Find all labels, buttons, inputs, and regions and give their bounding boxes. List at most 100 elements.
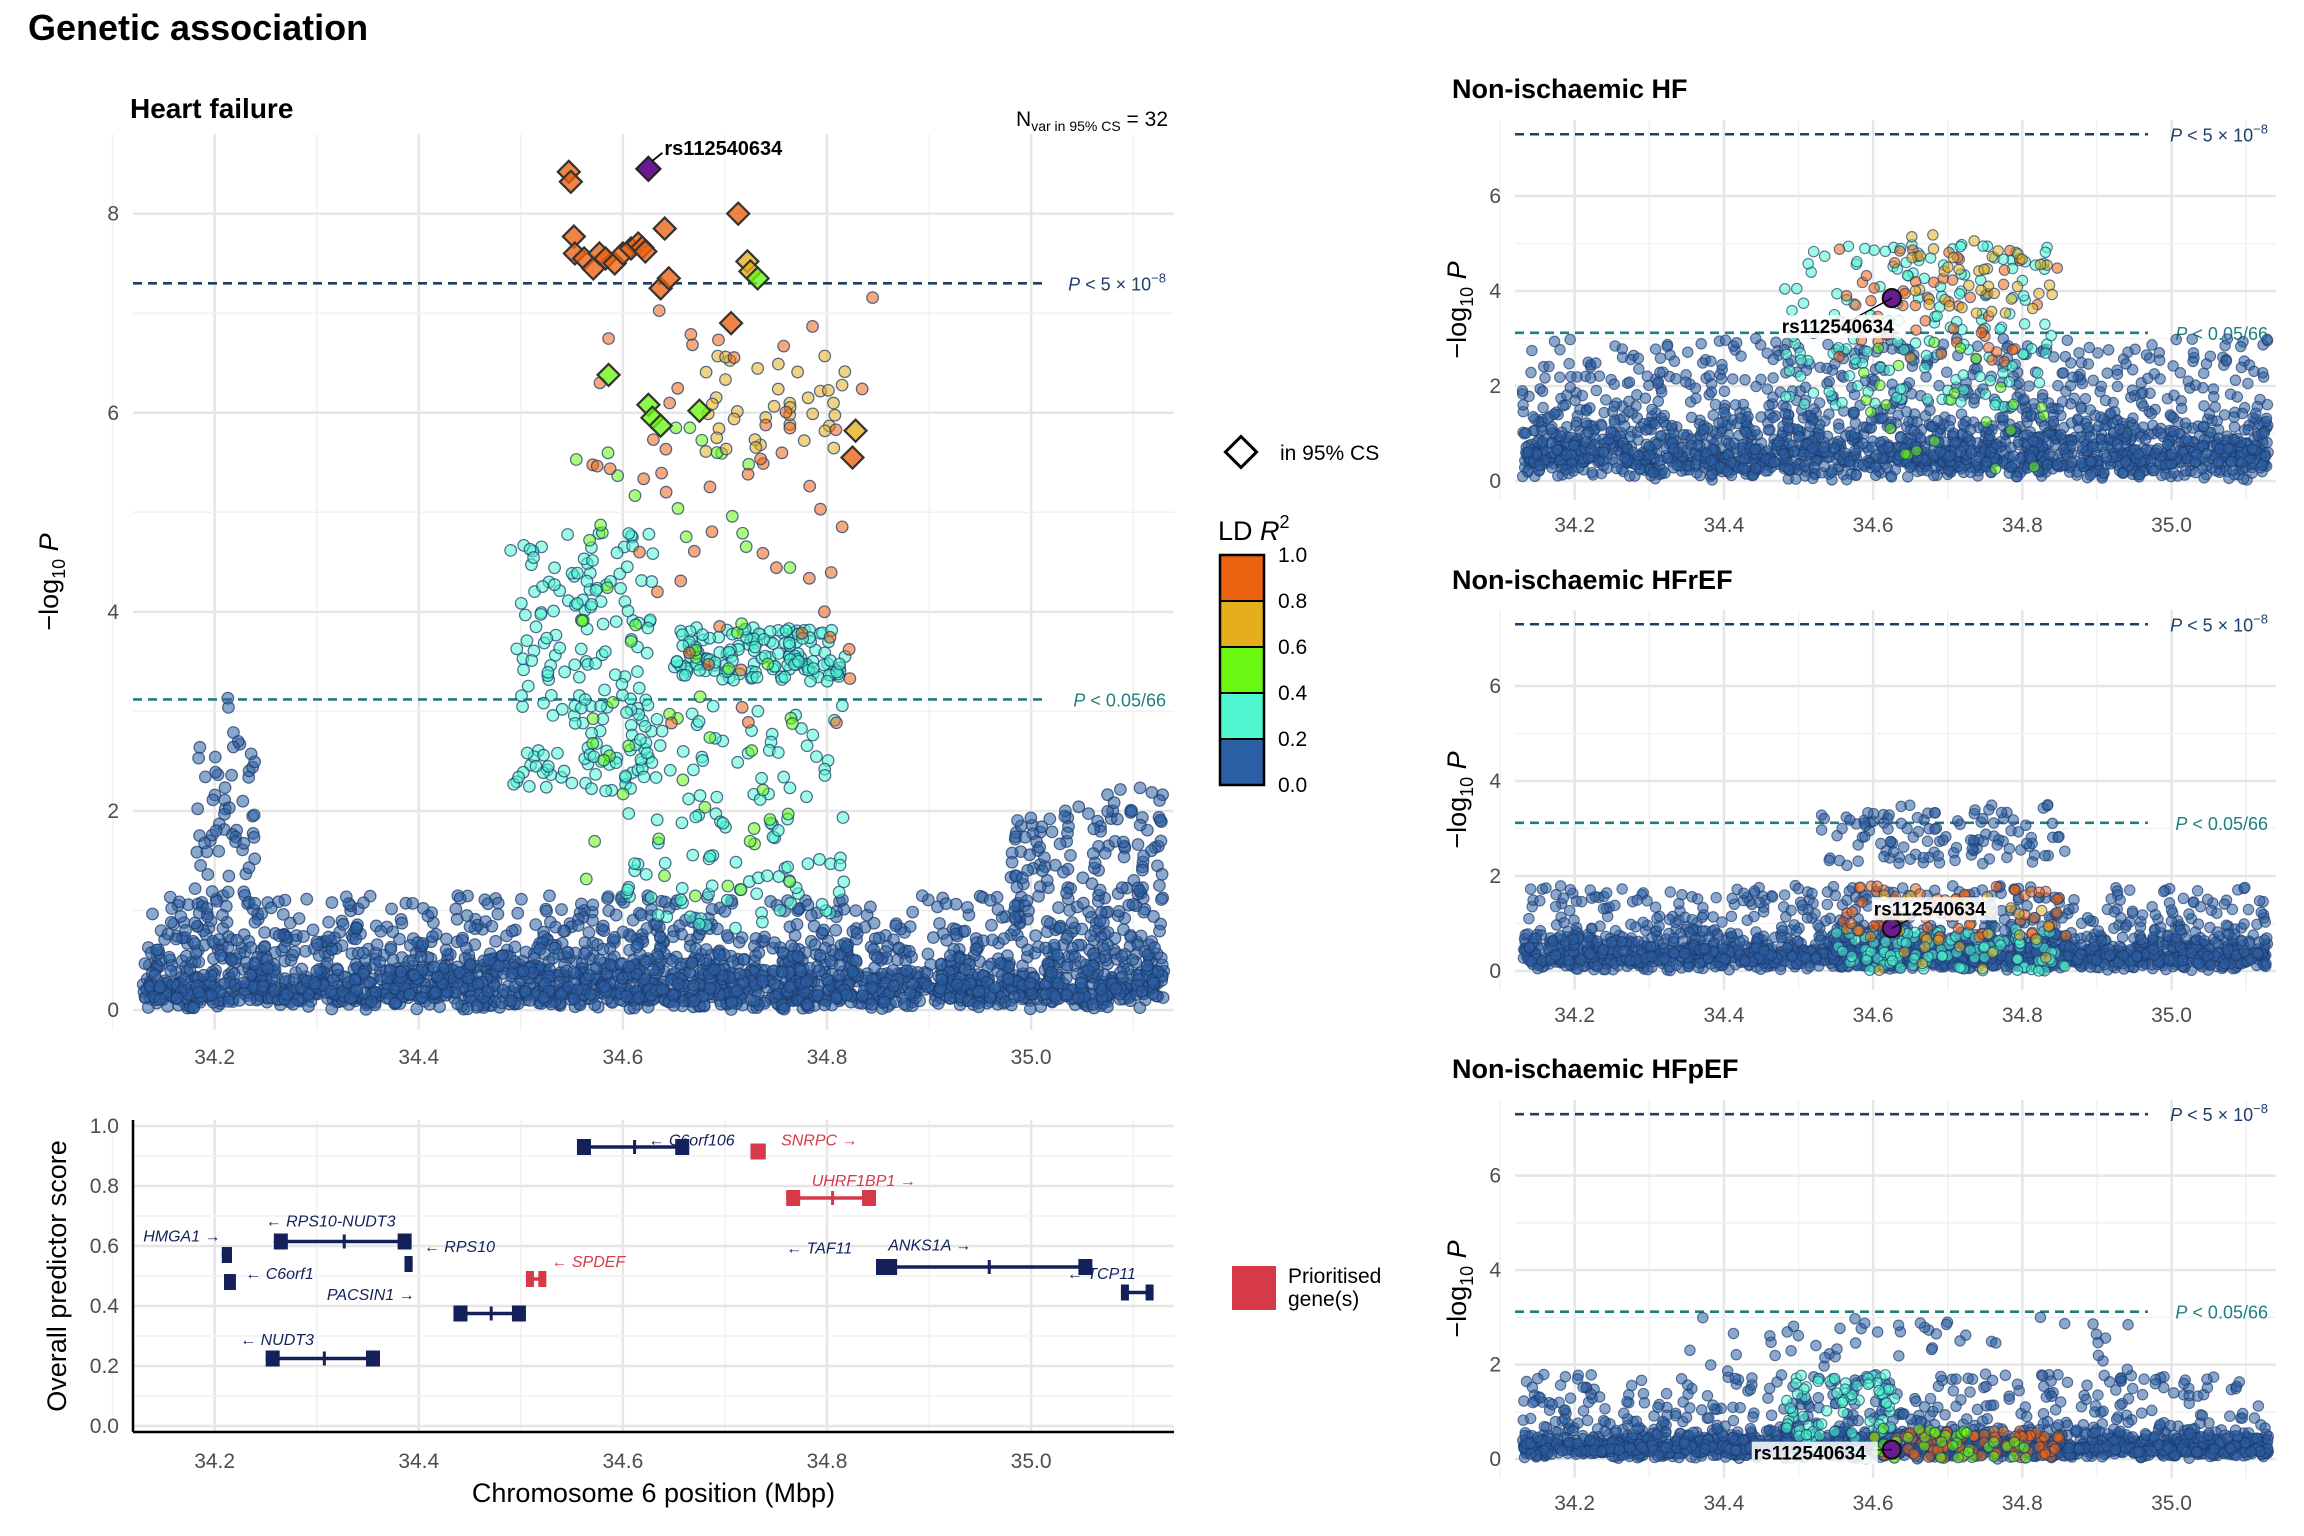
variant-point [650, 813, 664, 827]
variant-point [555, 903, 568, 916]
variant-point [751, 704, 765, 718]
variant-point [2061, 334, 2074, 347]
variant-point [148, 968, 162, 982]
variant-point [1064, 849, 1077, 862]
variant-point [162, 950, 176, 964]
y-tick-label: 0 [107, 999, 119, 1022]
gene-track-panel: 34.2 34.4 34.6 34.8 35.00.00.20.40.60.81.0Ov… [42, 1115, 1174, 1508]
variant-point [870, 951, 884, 965]
variant-point [2237, 473, 2250, 485]
variant-point [1033, 840, 1047, 854]
variant-point [2084, 404, 2097, 416]
variant-point [915, 889, 929, 903]
variant-point [813, 948, 827, 962]
y-axis-label-sub: 10 [49, 559, 69, 579]
variant-point [721, 879, 735, 893]
variant-point [934, 958, 948, 971]
variant-point [2200, 447, 2213, 460]
y-axis-label-prefix: −log [1442, 307, 1472, 359]
variant-point [2079, 392, 2092, 405]
variant-point [760, 869, 774, 883]
variant-point [693, 789, 707, 802]
variant-point [1097, 968, 1111, 982]
variant-point [800, 975, 813, 988]
variant-point [170, 991, 184, 1005]
variant-point [727, 351, 741, 364]
variant-point [414, 950, 428, 964]
variant-point [782, 636, 796, 650]
gene-exon [576, 1139, 591, 1155]
variant-point [541, 759, 555, 773]
variant-point [653, 930, 667, 944]
variant-point [190, 845, 204, 859]
variant-point [557, 924, 570, 938]
variant-point [800, 739, 814, 753]
variant-point [818, 605, 831, 619]
variant-point [1526, 344, 1538, 357]
variant-point [716, 816, 730, 830]
variant-point [237, 976, 251, 989]
x-tick-label: 34.4 [398, 1046, 439, 1069]
variant-point [620, 706, 633, 719]
variant-point [754, 452, 768, 466]
variant-point [1039, 941, 1053, 955]
variant-point [395, 916, 409, 930]
variant-point [565, 776, 579, 790]
variant-point [972, 1000, 986, 1014]
variant-point [667, 999, 681, 1012]
lead-variant-marker [634, 155, 662, 183]
y-tick-label: 0.8 [90, 1175, 119, 1198]
variant-point [357, 896, 370, 910]
variant-point [548, 941, 562, 955]
variant-point [209, 765, 222, 779]
variant-point [236, 794, 250, 808]
variant-point [374, 924, 388, 938]
variant-point [606, 695, 620, 709]
variant-point [840, 940, 854, 954]
variant-point [1598, 446, 1610, 458]
y-tick-label: 0.2 [90, 1355, 119, 1378]
variant-point [671, 502, 685, 515]
variant-point [146, 907, 159, 921]
variant-point [775, 446, 789, 460]
variant-point [1997, 411, 2009, 424]
variant-point [734, 883, 748, 897]
variant-point [686, 338, 699, 352]
variant-point [292, 912, 306, 925]
variant-point [1147, 976, 1161, 990]
variant-point [639, 955, 653, 969]
variant-point [416, 902, 430, 915]
variant-point [596, 919, 610, 933]
variant-point [248, 852, 262, 866]
variant-point [1023, 1002, 1037, 1016]
gene-exon [1120, 1284, 1129, 1301]
variant-point [197, 968, 210, 982]
variant-point [455, 934, 469, 947]
variant-point [806, 728, 820, 742]
variant-point [1643, 449, 1656, 461]
variant-point [759, 418, 773, 432]
variant-point [783, 421, 797, 435]
gene-exon [831, 1191, 835, 1205]
y-axis-label-prefix: −log [34, 579, 64, 631]
variant-point [543, 889, 556, 903]
x-tick-label: 35.0 [2151, 514, 2192, 537]
variant-point [520, 634, 534, 648]
variant-point [808, 938, 822, 952]
variant-point [2005, 460, 2018, 473]
variant-point [2213, 432, 2225, 444]
variant-point [529, 620, 543, 634]
variant-point [264, 901, 278, 915]
variant-point [781, 860, 795, 874]
variant-point [537, 696, 550, 710]
gene-exon [786, 1190, 801, 1206]
variant-point [1040, 915, 1054, 928]
variant-point [658, 856, 672, 870]
variant-point [1008, 910, 1022, 924]
variant-point [1954, 445, 1967, 458]
gene-exon [223, 1247, 232, 1263]
variant-point [384, 943, 398, 956]
variant-point [585, 597, 599, 611]
variant-point [1022, 904, 1035, 918]
x-tick-label: 34.2 [194, 1046, 235, 1069]
